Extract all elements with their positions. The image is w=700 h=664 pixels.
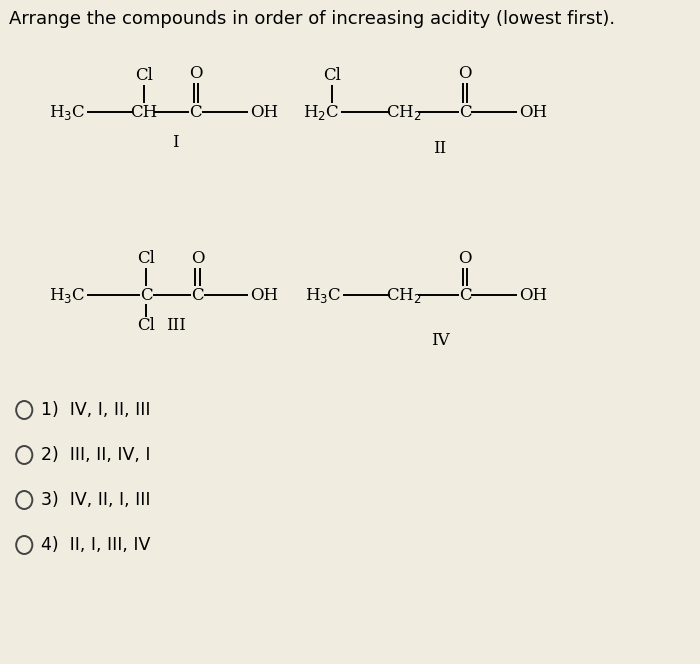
Text: C: C <box>191 286 204 303</box>
Text: O: O <box>189 64 202 82</box>
Text: C: C <box>140 286 153 303</box>
Text: H$_2$C: H$_2$C <box>303 102 340 122</box>
Text: O: O <box>191 250 204 266</box>
Text: IV: IV <box>430 331 449 349</box>
Text: 2)  III, II, IV, I: 2) III, II, IV, I <box>41 446 150 464</box>
Text: Arrange the compounds in order of increasing acidity (lowest first).: Arrange the compounds in order of increa… <box>9 10 615 28</box>
Text: H$_3$C: H$_3$C <box>49 102 85 122</box>
Text: 1)  IV, I, II, III: 1) IV, I, II, III <box>41 401 150 419</box>
Text: C: C <box>459 104 472 120</box>
Text: O: O <box>458 250 472 266</box>
Text: OH: OH <box>250 286 278 303</box>
Text: CH$_2$: CH$_2$ <box>386 286 422 305</box>
Text: Cl: Cl <box>323 66 341 84</box>
Text: 4)  II, I, III, IV: 4) II, I, III, IV <box>41 536 150 554</box>
Text: CH$_2$: CH$_2$ <box>386 102 422 122</box>
Text: Cl: Cl <box>137 250 155 266</box>
Text: OH: OH <box>519 286 547 303</box>
Text: OH: OH <box>250 104 278 120</box>
Text: III: III <box>166 317 186 333</box>
Text: H$_3$C: H$_3$C <box>305 286 342 305</box>
Text: OH: OH <box>519 104 547 120</box>
Text: CH: CH <box>130 104 158 120</box>
Text: O: O <box>458 64 472 82</box>
Text: I: I <box>172 133 178 151</box>
Text: C: C <box>459 286 472 303</box>
Text: Cl: Cl <box>134 66 153 84</box>
Text: H$_3$C: H$_3$C <box>49 286 85 305</box>
Text: 3)  IV, II, I, III: 3) IV, II, I, III <box>41 491 150 509</box>
Text: Cl: Cl <box>137 317 155 333</box>
Text: II: II <box>433 139 447 157</box>
Text: C: C <box>190 104 202 120</box>
